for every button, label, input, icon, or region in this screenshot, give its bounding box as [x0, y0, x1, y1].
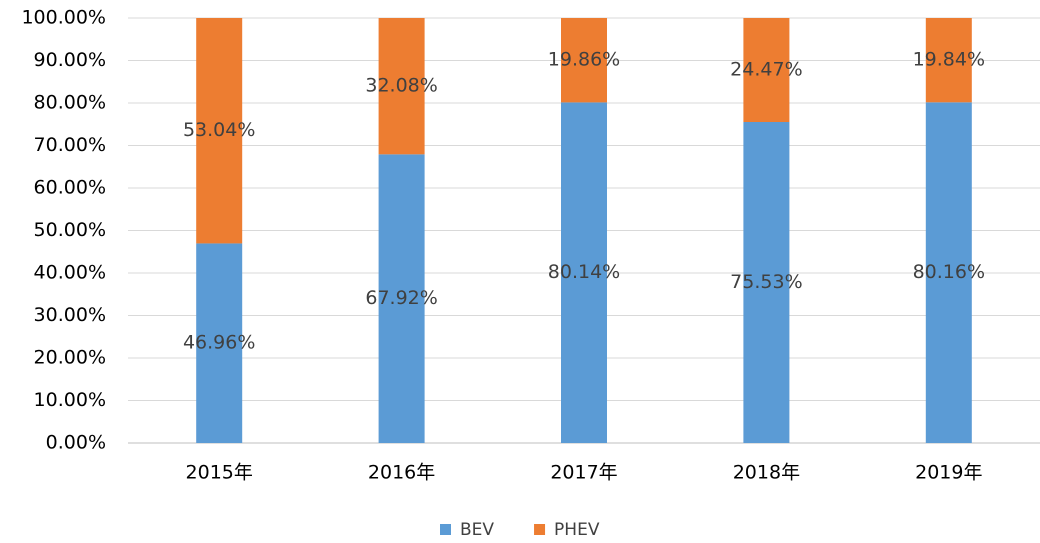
y-tick-label: 50.00%: [34, 219, 106, 241]
bar-segment: [925, 102, 972, 443]
x-tick-label: 2015年: [186, 462, 253, 484]
data-label: 53.04%: [183, 119, 255, 141]
y-tick-label: 40.00%: [34, 262, 106, 284]
legend-swatch: [534, 524, 546, 535]
y-tick-label: 10.00%: [34, 389, 106, 411]
y-tick-label: 70.00%: [34, 134, 106, 156]
y-tick-label: 100.00%: [21, 7, 106, 29]
data-label: 80.14%: [548, 261, 620, 283]
data-label: 32.08%: [365, 75, 437, 97]
y-tick-label: 20.00%: [34, 347, 106, 369]
data-label: 24.47%: [730, 58, 802, 80]
legend-swatch: [440, 524, 451, 535]
legend-label: BEV: [460, 520, 494, 540]
x-tick-label: 2016年: [368, 462, 435, 484]
x-tick-label: 2017年: [550, 462, 617, 484]
bar-segment: [378, 154, 425, 443]
data-label: 19.86%: [548, 49, 620, 71]
bar-segment: [743, 121, 790, 443]
bar-segment: [378, 18, 425, 155]
y-tick-label: 80.00%: [34, 92, 106, 114]
bar-segment: [743, 18, 790, 122]
data-label: 75.53%: [730, 271, 802, 293]
x-tick-label: 2019年: [915, 462, 982, 484]
y-tick-label: 90.00%: [34, 49, 106, 71]
data-label: 80.16%: [913, 261, 985, 283]
y-tick-label: 60.00%: [34, 177, 106, 199]
data-label: 46.96%: [183, 332, 255, 354]
bar-segment: [561, 18, 607, 103]
bar-segment: [925, 18, 972, 103]
legend-label: PHEV: [554, 520, 600, 540]
data-label: 19.84%: [913, 49, 985, 71]
y-tick-label: 0.00%: [46, 432, 106, 454]
bar-segment: [561, 102, 607, 443]
bar-segment: [196, 243, 243, 443]
bar-segment: [196, 18, 243, 244]
data-label: 67.92%: [365, 287, 437, 309]
y-tick-label: 30.00%: [34, 304, 106, 326]
x-tick-label: 2018年: [733, 462, 800, 484]
